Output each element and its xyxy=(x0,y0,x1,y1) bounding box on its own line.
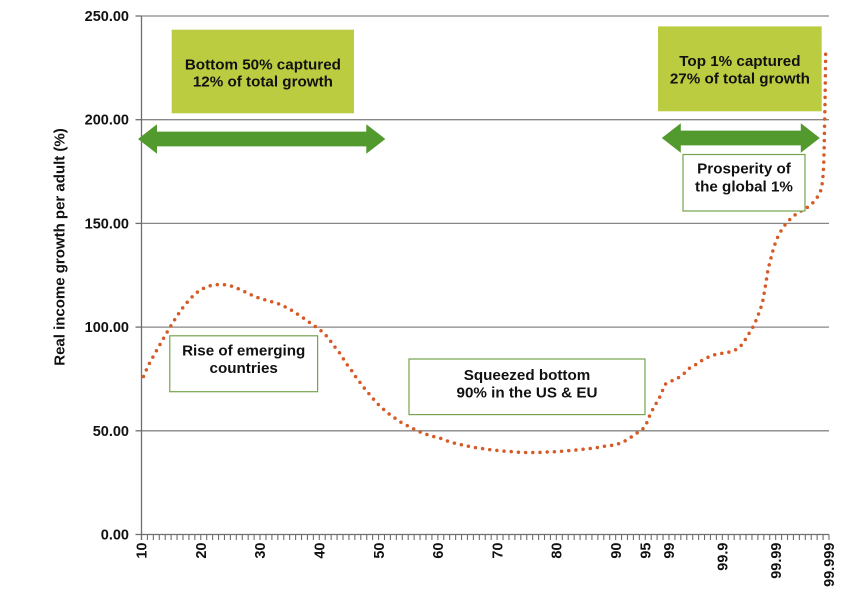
svg-text:95: 95 xyxy=(639,543,655,559)
svg-text:150.00: 150.00 xyxy=(85,216,129,232)
svg-text:Top 1% captured: Top 1% captured xyxy=(679,53,800,70)
svg-text:Real income growth per adult (: Real income growth per adult (%) xyxy=(52,128,69,366)
svg-text:99.99: 99.99 xyxy=(769,543,785,579)
svg-text:99.9: 99.9 xyxy=(716,543,732,571)
svg-text:250.00: 250.00 xyxy=(85,9,129,25)
svg-text:12% of total growth: 12% of total growth xyxy=(193,74,333,91)
svg-text:99: 99 xyxy=(662,543,678,559)
svg-text:200.00: 200.00 xyxy=(85,113,129,129)
svg-text:40: 40 xyxy=(313,543,329,559)
svg-text:50: 50 xyxy=(372,543,388,559)
svg-text:90% in the US & EU: 90% in the US & EU xyxy=(457,384,598,401)
svg-text:50.00: 50.00 xyxy=(93,424,129,440)
svg-text:countries: countries xyxy=(210,360,278,377)
svg-text:the global 1%: the global 1% xyxy=(695,179,793,196)
svg-text:90: 90 xyxy=(609,543,625,559)
svg-text:Squeezed bottom: Squeezed bottom xyxy=(464,367,591,384)
svg-text:0.00: 0.00 xyxy=(101,528,129,544)
svg-text:20: 20 xyxy=(194,543,210,559)
svg-text:27% of total growth: 27% of total growth xyxy=(670,70,810,87)
svg-text:60: 60 xyxy=(431,543,447,559)
svg-text:Bottom 50% captured: Bottom 50% captured xyxy=(185,56,341,73)
svg-text:80: 80 xyxy=(550,543,566,559)
svg-text:Rise of emerging: Rise of emerging xyxy=(182,343,305,360)
svg-text:10: 10 xyxy=(135,543,151,559)
svg-text:100.00: 100.00 xyxy=(85,320,129,336)
svg-text:Prosperity of: Prosperity of xyxy=(697,160,792,177)
svg-text:30: 30 xyxy=(253,543,269,559)
svg-text:99.999: 99.999 xyxy=(822,543,838,587)
svg-text:70: 70 xyxy=(490,543,506,559)
